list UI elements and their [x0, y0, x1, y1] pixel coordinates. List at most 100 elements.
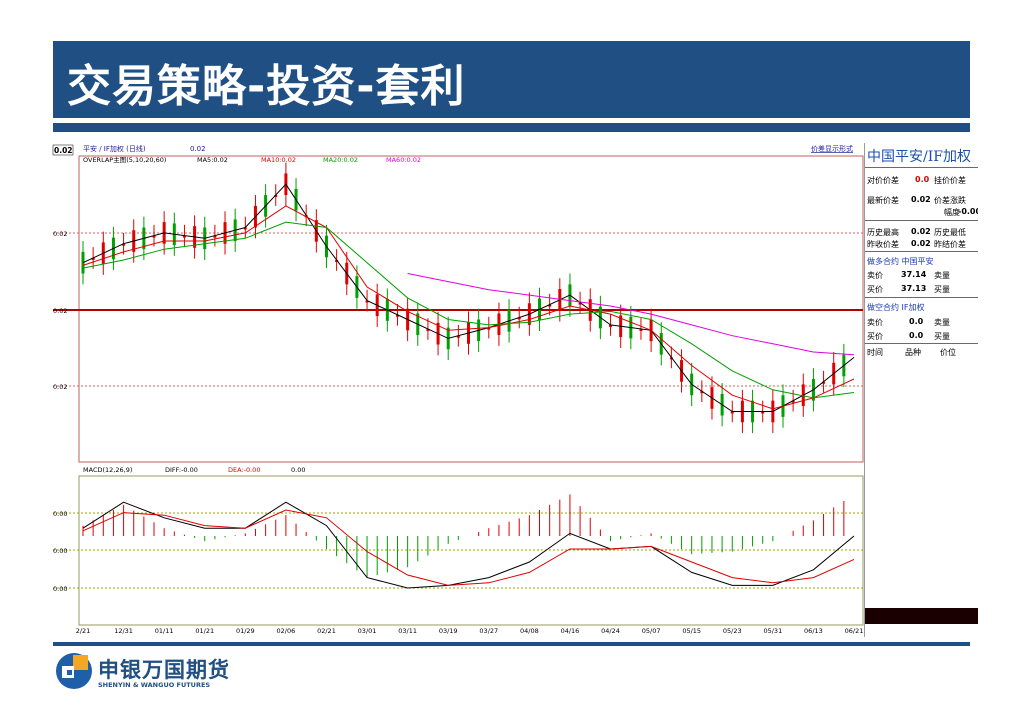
- short-buy-value: 0.0: [909, 331, 924, 340]
- overlap-label: OVERLAP主图(5,10,20,60): [83, 155, 166, 164]
- candle-body: [274, 195, 278, 198]
- date-tick-label: 03/01: [358, 627, 377, 635]
- short-leg-header: 做空合约 IF加权: [867, 303, 925, 312]
- date-tick-label: 03/19: [439, 627, 458, 635]
- candle-body: [639, 328, 643, 331]
- ma20-label: MA20:0.02: [323, 156, 358, 164]
- row-label-amplitude: 幅度: [944, 208, 960, 217]
- candle-body: [548, 304, 552, 307]
- candle-body: [213, 235, 217, 238]
- candle-body: [243, 227, 247, 230]
- date-tick-label: 06/13: [804, 627, 823, 635]
- long-sell-qty-label: 卖量: [934, 271, 950, 280]
- row-value-prev-close: 0.02: [911, 239, 931, 248]
- panel-divider: [865, 167, 978, 168]
- spread-display-link: 价差显示形式: [811, 144, 853, 153]
- price-axis-label-top: 0.02: [53, 230, 67, 238]
- slide-title: 交易策略-投资-套利: [67, 61, 466, 112]
- ma60-label: MA60:0.02: [386, 156, 421, 164]
- row-label-hist-low: 历史最低: [934, 228, 966, 237]
- date-tick-label: 02/21: [317, 627, 336, 635]
- candle-body: [152, 235, 156, 238]
- row-label-last-spread: 最新价差: [867, 196, 899, 205]
- candle-body: [335, 259, 339, 262]
- candle-body: [730, 411, 734, 414]
- short-buy-qty-label: 买量: [934, 332, 950, 341]
- macd-axis-label-low: 0.00: [53, 585, 67, 593]
- dea-line: [82, 509, 855, 586]
- date-tick-label: 01/11: [155, 627, 174, 635]
- date-tick-label: 04/16: [561, 627, 580, 635]
- candle-body: [761, 411, 765, 414]
- date-tick-label: 05/23: [723, 627, 742, 635]
- long-buy-label: 买价: [867, 285, 883, 294]
- ma-line-ma20: [82, 221, 855, 399]
- short-sell-value: 0.0: [909, 317, 924, 326]
- panel-status-strip: [865, 608, 978, 624]
- row-value-bid-spread: 0.0: [915, 175, 930, 184]
- date-tick-label: 02/06: [277, 627, 296, 635]
- date-tick-label: 01/21: [195, 627, 214, 635]
- date-tick-label: 05/31: [763, 627, 782, 635]
- candle-body: [669, 357, 673, 360]
- price-axis-label-low: 0.02: [53, 383, 67, 391]
- candle-body: [456, 335, 460, 338]
- column-header-symbol[interactable]: 品种: [905, 348, 921, 357]
- date-tick-label: 04/08: [520, 627, 539, 635]
- date-tick-label: 05/15: [682, 627, 701, 635]
- logo-mark-icon: [56, 653, 92, 689]
- dea-label: DEA:-0.00: [228, 466, 260, 474]
- long-sell-label: 卖价: [867, 271, 883, 280]
- slide-title-bar: 交易策略-投资-套利: [53, 41, 970, 118]
- quote-panel-title: 中国平安/IF加权: [867, 149, 971, 165]
- date-tick-label: 2/21: [76, 627, 91, 635]
- footer-line: [53, 642, 970, 646]
- panel-divider: [865, 297, 978, 298]
- date-tick-label: 05/07: [642, 627, 661, 635]
- candle-body: [517, 317, 521, 320]
- quote-panel: 中国平安/IF加权 对价价差 0.0 挂价价差 最新价差 0.02 价差涨跌 幅…: [864, 143, 978, 637]
- logo-text-cn: 申银万国期货: [98, 658, 230, 682]
- long-buy-value: 37.13: [901, 284, 927, 293]
- candle-body: [822, 381, 826, 384]
- row-value-amplitude: -0.00: [958, 207, 978, 216]
- chart-header-title: 平安 / IF加权 (日线): [83, 144, 146, 153]
- macd-value-label: 0.00: [291, 466, 305, 474]
- ma5-label: MA5:0.02: [197, 156, 228, 164]
- ma-line-ma5: [82, 183, 855, 412]
- row-value-hist-high: 0.02: [911, 227, 931, 236]
- macd-histogram: [82, 494, 845, 578]
- date-tick-label: 04/24: [601, 627, 620, 635]
- long-sell-value: 37.14: [901, 270, 927, 279]
- corner-value: 0.02: [54, 146, 73, 155]
- corner-value-box: [52, 144, 74, 156]
- candle-body: [122, 243, 126, 246]
- row-label-hist-high: 历史最高: [867, 228, 899, 237]
- company-logo: 申银万国期货 SHENYIN & WANGUO FUTURES: [55, 652, 229, 692]
- ma-line-ma10: [82, 205, 855, 410]
- date-axis: 2/21 12/31 01/11 01/21 01/29 02/06 02/21 03/01 0…: [76, 627, 864, 635]
- date-tick-label: 01/29: [236, 627, 255, 635]
- diff-label: DIFF:-0.00: [165, 466, 198, 474]
- candle-body: [365, 300, 369, 303]
- title-underline: [53, 123, 970, 132]
- macd-axis-label-top: 0.00: [53, 510, 67, 518]
- column-header-price[interactable]: 价位: [940, 348, 956, 357]
- ma10-label: MA10:0.02: [261, 156, 296, 164]
- panel-divider: [865, 220, 978, 221]
- price-axis-label-mid: 0.02: [53, 307, 67, 315]
- date-tick-label: 12/31: [114, 627, 133, 635]
- row-label-ask-spread: 挂价价差: [934, 176, 966, 185]
- short-sell-label: 卖价: [867, 318, 883, 327]
- candle-body: [91, 257, 95, 260]
- candle-body: [700, 391, 704, 394]
- candle-body: [609, 324, 613, 327]
- candle-body: [791, 400, 795, 403]
- date-tick-label: 03/11: [398, 627, 417, 635]
- candle-body: [395, 314, 399, 317]
- moving-average-lines: [82, 183, 855, 412]
- column-header-time[interactable]: 时间: [867, 348, 883, 357]
- date-tick-label: 06/21: [845, 627, 864, 635]
- long-leg-header: 做多合约 中国平安: [867, 257, 934, 266]
